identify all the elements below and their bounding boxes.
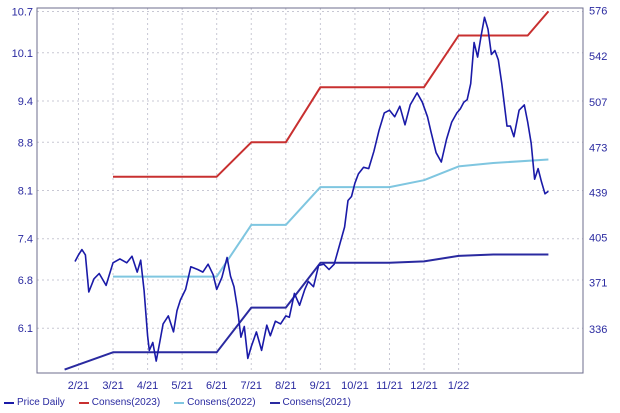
series-group [64,10,550,371]
left-tick-label: 9.4 [18,96,33,108]
right-tick-label: 576 [589,6,607,18]
legend-swatch [4,401,14,404]
legend-label: Consens(2022) [187,397,256,408]
legend-label: Consens(2023) [91,397,161,408]
x-tick-label: 5/21 [171,380,192,392]
x-tick-label: 12/21 [410,380,438,392]
plot-frame [36,7,584,374]
x-tick-label: 3/21 [102,380,123,392]
legend-swatch [78,401,89,404]
grid [37,8,583,373]
series-line-consens-2022 [113,158,549,278]
x-tick-label: 2/21 [68,380,89,392]
right-tick-label: 371 [589,278,607,290]
legend: Price Daily Consens(2023) Consens(2022) Con… [4,397,351,408]
x-tick-label: 4/21 [137,380,158,392]
left-tick-label: 8.8 [18,137,33,149]
right-tick-label: 507 [589,97,607,109]
left-axis: 6.1 6.8 7.4 8.1 8.8 9.4 10.1 10.7 [12,6,33,335]
legend-swatch [269,401,280,404]
right-axis: 336 371 405 439 473 507 542 576 [589,6,607,337]
legend-item: Consens(2021) [269,397,351,408]
legend-item: Consens(2023) [78,397,161,408]
legend-item: Price Daily [4,397,65,408]
x-tick-label: 6/21 [206,380,227,392]
x-tick-label: 11/21 [376,380,403,392]
left-tick-label: 7.4 [18,234,33,246]
series-line-consens-2021 [64,253,549,371]
left-tick-label: 6.8 [18,275,33,287]
x-tick-label: 1/22 [448,380,469,392]
series-line-consens-2023 [113,10,550,178]
left-tick-label: 10.1 [12,48,33,60]
right-tick-label: 336 [589,324,607,336]
x-axis: 2/21 3/21 4/21 5/21 6/21 7/21 8/21 9/21 10/21 11/… [68,380,470,392]
legend-item: Consens(2022) [174,397,256,408]
legend-label: Consens(2021) [282,397,351,408]
left-tick-label: 6.1 [18,323,33,335]
left-tick-label: 10.7 [12,6,33,18]
right-tick-label: 473 [589,142,607,154]
x-tick-label: 10/21 [341,380,369,392]
right-tick-label: 542 [589,51,607,63]
right-tick-label: 439 [589,187,607,199]
right-tick-label: 405 [589,233,607,245]
series-line-price-daily [74,16,549,362]
x-tick-label: 7/21 [241,380,262,392]
legend-swatch [174,401,185,404]
x-tick-label: 8/21 [275,380,296,392]
legend-label: Price Daily [17,397,65,408]
x-tick-label: 9/21 [310,380,331,392]
left-tick-label: 8.1 [18,186,33,198]
